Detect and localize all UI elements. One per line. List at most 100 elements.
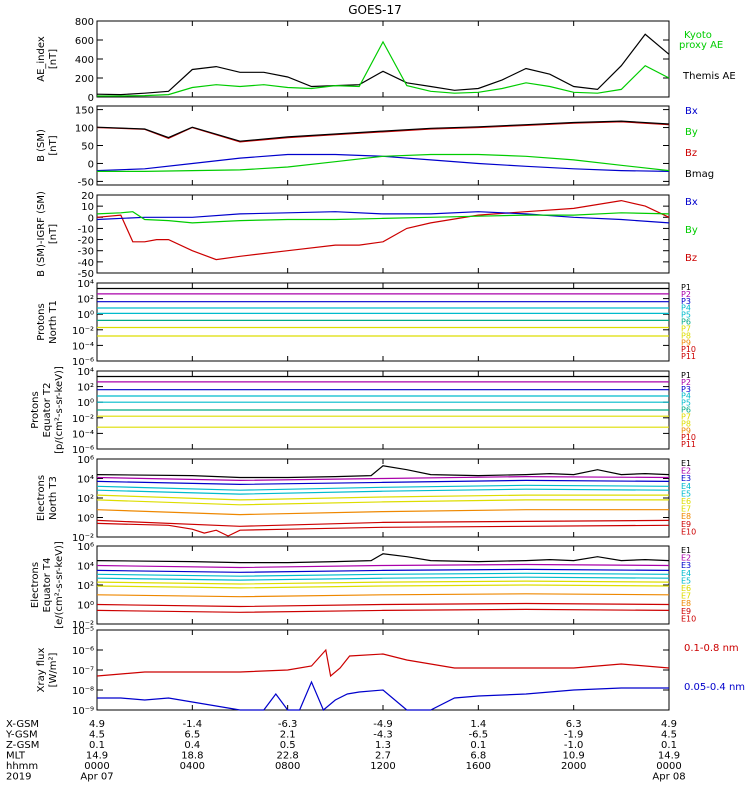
x-row-value: 6.3	[566, 719, 582, 730]
legend-entry: 0.1-0.8 nm	[684, 643, 739, 654]
y-tick-label: -10	[78, 224, 94, 235]
legend-entry: E5	[681, 489, 691, 498]
x-row-value: -1.9	[564, 730, 584, 741]
x-row-value: -1.0	[564, 740, 584, 751]
panel-frame	[96, 105, 670, 186]
legend-entry: E1	[681, 459, 691, 468]
legend-entry: E3	[681, 474, 691, 483]
x-row-value: -4.3	[373, 730, 393, 741]
series-e9	[96, 602, 670, 608]
y-tick-label: 10⁻⁴	[72, 341, 94, 352]
legend-entry: E4	[681, 569, 691, 578]
y-tick-label: 10²	[77, 494, 94, 505]
panel-bsm: -50 0 50 100 150 B (SM) [nT] Bx By Bz Bmag	[36, 105, 714, 188]
y-tick-label: -50	[78, 177, 94, 188]
legend-entry: P3	[681, 385, 691, 394]
x-row-value: 0.4	[184, 740, 200, 751]
y-axis-label: Electrons	[30, 562, 41, 608]
legend-entry: E9	[681, 607, 691, 616]
legend-entry: E2	[681, 554, 691, 563]
panel-p_t1: 10⁻⁶ 10⁻⁴ 10⁻² 10⁰ 10² 10⁴ Protons North T1 P1P2…	[36, 279, 696, 368]
legend-entry: P6	[681, 318, 691, 327]
legend-entry: Bx	[685, 197, 698, 208]
y-axis-label: Protons	[36, 303, 47, 340]
y-tick-label: 50	[81, 142, 94, 153]
y-axis-label: North T3	[48, 476, 59, 520]
legend-entry: P4	[681, 392, 691, 401]
y-axis-label: Equator T4	[42, 558, 53, 613]
y-axis-label: North T1	[48, 300, 59, 344]
y-tick-label: 10⁻⁸	[72, 686, 94, 697]
legend-entry: E2	[681, 467, 691, 476]
legend-entry: P8	[681, 419, 691, 428]
y-axis-label: [e/(cm²-s-sr-keV)]	[54, 541, 65, 629]
legend-entry: P11	[681, 440, 696, 449]
x-row-label: Z-GSM	[6, 740, 39, 751]
y-tick-label: 10⁰	[77, 514, 94, 525]
series-e7	[96, 584, 670, 589]
x-row-label: hhmm	[6, 761, 38, 772]
series-by	[97, 153, 670, 172]
series-e9	[96, 519, 670, 527]
x-row-value: 14.9	[658, 751, 680, 762]
x-row-value: Apr 08	[652, 772, 685, 783]
x-row-value: 22.8	[277, 751, 299, 762]
series-e3	[96, 479, 670, 486]
y-axis-label: Equator T2	[42, 383, 53, 438]
x-row-value: 0800	[275, 761, 300, 772]
y-tick-label: 10⁶	[77, 542, 94, 553]
legend-entry: Kyoto	[684, 30, 712, 41]
y-tick-label: 600	[75, 36, 94, 47]
x-row-value: 0000	[84, 761, 109, 772]
y-tick-label: 10⁻⁹	[72, 706, 94, 717]
y-tick-label: 10⁻⁷	[72, 666, 94, 677]
legend-entry: Bx	[685, 106, 698, 117]
legend-entry: Bz	[685, 148, 697, 159]
y-tick-label: 0	[88, 93, 94, 104]
series-e2	[96, 475, 670, 482]
y-axis-label: [nT]	[48, 224, 59, 244]
y-axis-label: [nT]	[48, 49, 59, 69]
y-tick-label: -50	[78, 269, 94, 280]
series-e5	[96, 576, 670, 581]
y-tick-label: 20	[81, 191, 94, 202]
legend-entry: P8	[681, 331, 691, 340]
legend-entry: P10	[681, 433, 696, 442]
legend-entry: E10	[681, 527, 696, 536]
y-tick-label: 10⁰	[77, 601, 94, 612]
x-row-value: -6.5	[469, 730, 489, 741]
x-row-value: 0.1	[661, 740, 677, 751]
x-row-value: 4.9	[661, 719, 677, 730]
y-tick-label: 10	[81, 202, 94, 213]
series-themis-ae	[96, 33, 670, 96]
x-row-value: 4.5	[89, 730, 105, 741]
y-axis-label: [nT]	[48, 135, 59, 155]
x-row-label: MLT	[6, 751, 26, 762]
series-e5	[96, 488, 670, 495]
y-tick-label: 10⁻²	[72, 414, 94, 425]
series-e1	[96, 553, 670, 564]
x-row-value: -4.9	[373, 719, 393, 730]
x-row-value: 1.3	[375, 740, 391, 751]
x-row-value: 18.8	[181, 751, 203, 762]
legend-entry: P3	[681, 297, 691, 306]
series-e4	[96, 572, 670, 577]
legend-entry: E3	[681, 561, 691, 570]
y-tick-label: 10⁴	[77, 279, 94, 290]
legend-entry: P1	[681, 283, 691, 292]
series-e7	[96, 499, 669, 506]
legend-entry: E7	[681, 592, 691, 601]
series-bmag	[96, 120, 670, 142]
legend-entry: proxy AE	[679, 40, 723, 51]
legend-entry: P6	[681, 406, 691, 415]
panel-xray: 10⁻⁹ 10⁻⁸ 10⁻⁷ 10⁻⁶ 10⁻⁵ Xray flux [W/m²] 0.1-0…	[36, 626, 745, 717]
panel-frame	[96, 282, 670, 362]
legend-entry: E10	[681, 614, 696, 623]
y-tick-label: 10⁻⁴	[72, 429, 94, 440]
y-tick-label: 10⁴	[77, 562, 94, 573]
panel-p_t2: 10⁻⁶ 10⁻⁴ 10⁻² 10⁰ 10² 10⁴ Protons Equator T2 [p…	[30, 366, 696, 456]
series-e2	[96, 563, 670, 569]
